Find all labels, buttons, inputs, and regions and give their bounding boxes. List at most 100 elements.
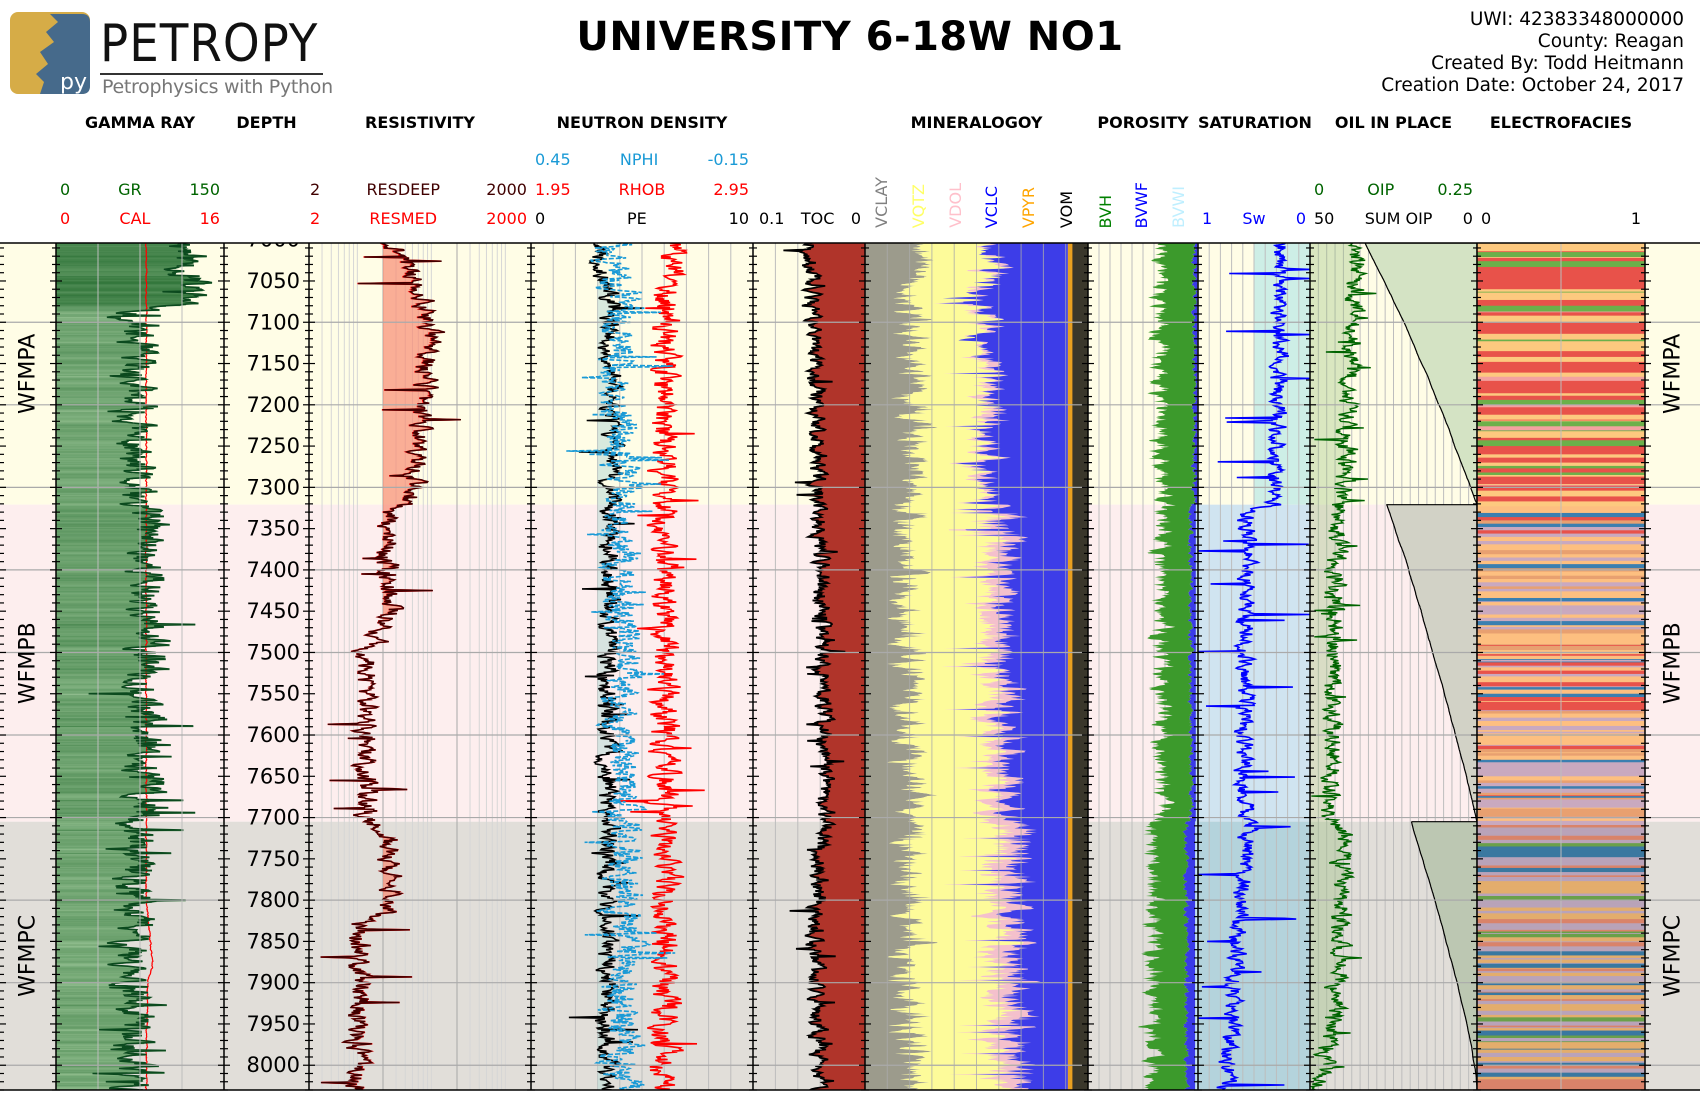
gr-fill-band bbox=[56, 512, 144, 514]
gr-fill-band bbox=[56, 706, 136, 708]
vclay-label: VCLAY bbox=[872, 177, 891, 228]
gr-fill-band bbox=[56, 489, 149, 491]
depth-label: 7950 bbox=[247, 1012, 300, 1036]
gr-fill-band bbox=[56, 857, 150, 859]
gr-fill-band bbox=[56, 416, 117, 418]
gr-fill-band bbox=[56, 980, 147, 982]
gr-fill-band bbox=[56, 850, 139, 852]
gr-fill-band bbox=[56, 683, 147, 686]
gr-fill-band bbox=[56, 725, 145, 727]
gr-fill-band bbox=[56, 966, 128, 968]
gr-fill-band bbox=[56, 594, 135, 596]
resdeep-fill bbox=[383, 243, 461, 1090]
gr-fill-band bbox=[56, 649, 123, 651]
gr-fill-band bbox=[56, 797, 137, 799]
sum-oip-fill-wfmpc bbox=[1410, 821, 1478, 1090]
gr-fill-band bbox=[56, 840, 154, 842]
gr-fill-band bbox=[56, 349, 150, 351]
gr-fill-band bbox=[56, 1055, 132, 1057]
gr-fill-band bbox=[56, 451, 152, 454]
gr-fill-band bbox=[56, 799, 139, 801]
gr-fill-band bbox=[56, 541, 158, 543]
gr-fill-band bbox=[56, 395, 142, 397]
gr-fill-band bbox=[56, 269, 164, 271]
gr-fill-band bbox=[56, 438, 142, 440]
gr-fill-band bbox=[56, 420, 121, 422]
gr-fill-band bbox=[56, 261, 199, 263]
gr-fill-band bbox=[56, 706, 128, 709]
gr-fill-band bbox=[56, 903, 135, 905]
gr-fill-band bbox=[56, 673, 150, 675]
gr-fill-band bbox=[56, 879, 130, 881]
gr-fill-band bbox=[56, 994, 144, 996]
gr-fill-band bbox=[56, 305, 167, 307]
gr-fill-band bbox=[56, 531, 156, 533]
gr-fill-band bbox=[56, 331, 125, 333]
gr-fill-band bbox=[56, 788, 162, 790]
depth-label: 7050 bbox=[247, 269, 300, 293]
gr-fill-band bbox=[56, 739, 162, 742]
sum-oip-name: SUM OIP bbox=[1364, 209, 1433, 228]
gr-fill-band bbox=[56, 649, 145, 652]
gr-fill-band bbox=[56, 267, 177, 269]
gr-fill-band bbox=[56, 1082, 138, 1084]
gr-fill-band bbox=[56, 387, 152, 389]
gr-fill-band bbox=[56, 489, 152, 492]
gr-fill-band bbox=[56, 735, 136, 738]
gr-fill-band bbox=[56, 425, 158, 427]
gr-fill-band bbox=[56, 247, 183, 250]
gr-fill-band bbox=[56, 280, 199, 283]
gr-fill-band bbox=[56, 867, 144, 870]
gr-fill-band bbox=[56, 1006, 133, 1008]
gr-fill-band bbox=[56, 745, 139, 747]
gr-fill-band bbox=[56, 495, 136, 497]
gr-fill-band bbox=[56, 465, 132, 468]
gr-fill-band bbox=[56, 1053, 135, 1055]
gr-fill-band bbox=[56, 513, 148, 515]
depth-label: 7850 bbox=[247, 929, 300, 953]
gr-fill-band bbox=[56, 904, 129, 906]
gr-fill-band bbox=[56, 876, 138, 878]
gr-fill-band bbox=[56, 297, 190, 299]
gr-fill-band bbox=[56, 820, 129, 823]
gr-fill-band bbox=[56, 674, 128, 676]
gr-fill-band bbox=[56, 248, 186, 250]
gr-fill-band bbox=[56, 589, 142, 591]
gr-fill-band bbox=[56, 929, 137, 932]
gr-fill-band bbox=[56, 725, 194, 728]
gr-fill-band bbox=[56, 337, 136, 339]
creation-date-text: Creation Date: October 24, 2017 bbox=[1381, 75, 1684, 96]
depth-label: 7200 bbox=[247, 393, 300, 417]
gr-fill-band bbox=[56, 656, 166, 658]
gr-fill-band bbox=[56, 737, 149, 739]
gr-fill-band bbox=[56, 564, 153, 567]
gr-fill-band bbox=[56, 835, 137, 837]
rhob-curve bbox=[617, 243, 705, 1090]
gr-fill-band bbox=[56, 288, 197, 290]
gr-fill-band bbox=[56, 357, 122, 359]
gr-fill-band bbox=[56, 783, 165, 785]
gr-fill-band bbox=[56, 892, 144, 894]
gr-fill-band bbox=[56, 440, 128, 442]
gr-fill-band bbox=[56, 388, 158, 390]
gr-fill-band bbox=[56, 562, 142, 564]
gr-fill-band bbox=[56, 441, 122, 444]
gr-fill-band bbox=[56, 281, 209, 284]
gr-fill-band bbox=[56, 928, 118, 930]
gr-fill-band bbox=[56, 960, 133, 962]
gr-fill-band bbox=[56, 481, 127, 483]
gr-fill-band bbox=[56, 329, 146, 331]
gr-fill-band bbox=[56, 450, 131, 452]
gr-fill-band bbox=[56, 493, 131, 495]
gr-fill-band bbox=[56, 687, 122, 689]
gr-fill-band bbox=[56, 740, 136, 742]
bvh-fill bbox=[1138, 243, 1197, 1090]
gr-fill-band bbox=[56, 380, 137, 382]
gr-fill-band bbox=[56, 755, 129, 757]
gr-fill-band bbox=[56, 712, 154, 714]
gr-fill-band bbox=[56, 258, 194, 260]
gr-fill-band bbox=[56, 366, 150, 369]
gr-fill-band bbox=[56, 852, 135, 854]
oip-min: 0 bbox=[1314, 180, 1325, 199]
gr-fill-band bbox=[56, 861, 139, 863]
